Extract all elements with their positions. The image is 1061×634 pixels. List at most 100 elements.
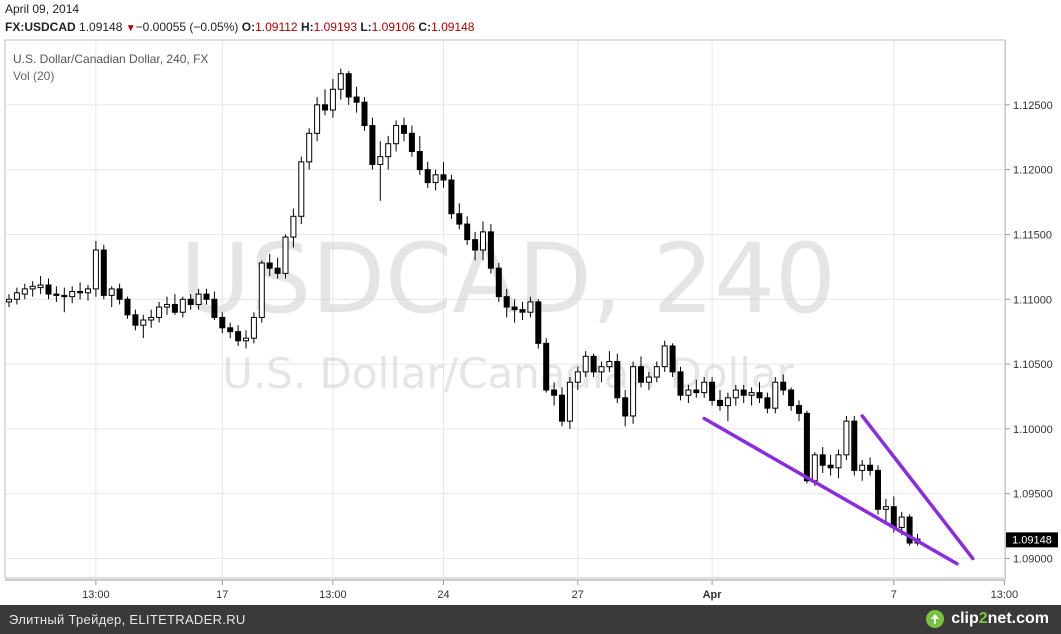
candle xyxy=(859,460,866,481)
candle xyxy=(701,377,708,398)
candle xyxy=(29,281,36,297)
candle xyxy=(322,89,328,116)
candle xyxy=(867,457,874,476)
quote-line: FX:USDCAD 1.09148 ▼−0.00055 (−0.05%) O:1… xyxy=(5,20,474,34)
candle xyxy=(306,128,313,170)
clip2net-brand[interactable]: clip2net.com xyxy=(925,609,1049,629)
candle xyxy=(472,231,479,261)
x-tick-label: 24 xyxy=(437,589,449,601)
candle xyxy=(219,312,226,333)
candle xyxy=(527,296,534,318)
support-line[interactable] xyxy=(702,416,959,566)
candle xyxy=(559,387,565,427)
high-label: H: xyxy=(300,20,314,34)
x-tick-label: 13:00 xyxy=(991,589,1019,601)
candle xyxy=(61,287,68,313)
candle xyxy=(92,240,99,297)
y-tick-label: 1.09000 xyxy=(1013,554,1053,566)
price-chart[interactable]: USDCAD, 240 U.S. Dollar/Canadian Dollar … xyxy=(0,0,1061,605)
candle xyxy=(187,294,194,310)
candle xyxy=(590,353,597,378)
candle xyxy=(282,234,289,279)
candle xyxy=(401,117,407,142)
candle xyxy=(503,288,510,318)
candle xyxy=(661,340,668,372)
candle xyxy=(171,294,178,315)
candle xyxy=(582,351,589,378)
candle xyxy=(819,447,826,473)
candles xyxy=(6,68,921,546)
last-price: 1.09148 xyxy=(79,20,123,34)
candle xyxy=(385,135,392,170)
volume-indicator-label[interactable]: Vol (20) xyxy=(13,69,54,83)
candle xyxy=(480,221,486,261)
candle xyxy=(851,415,858,476)
candle xyxy=(756,382,763,403)
candle xyxy=(148,309,155,328)
candle xyxy=(796,400,802,422)
y-tick-label: 1.12500 xyxy=(1013,100,1053,112)
low-value: 1.09106 xyxy=(371,20,416,34)
candle xyxy=(566,377,573,429)
candle xyxy=(495,262,502,302)
y-tick-label: 1.09500 xyxy=(1013,489,1053,501)
candle xyxy=(740,384,747,403)
candle xyxy=(748,387,755,406)
candle xyxy=(124,296,131,319)
x-tick-label: 17 xyxy=(216,589,228,601)
candle xyxy=(250,312,257,344)
candle xyxy=(195,288,202,310)
candle xyxy=(266,253,273,276)
candle xyxy=(6,294,12,308)
footer-bar: Элитный Трейдер, ELITETRADER.RU clip2net… xyxy=(0,605,1061,634)
close-label: C: xyxy=(418,20,432,34)
y-tick-label: 1.12000 xyxy=(1013,165,1053,177)
candle xyxy=(21,283,28,300)
trendlines[interactable] xyxy=(702,414,975,566)
grid xyxy=(5,40,1005,580)
open-value: 1.09112 xyxy=(255,20,298,34)
candle xyxy=(827,454,834,476)
candle xyxy=(69,286,76,304)
x-tick-label: 7 xyxy=(891,589,897,601)
candle xyxy=(235,325,242,346)
candle xyxy=(788,387,795,411)
candle xyxy=(519,301,526,321)
candle xyxy=(843,415,850,461)
candle xyxy=(803,410,810,484)
candle xyxy=(669,343,676,378)
resistance-line[interactable] xyxy=(860,414,975,561)
candle xyxy=(724,392,731,422)
y-tick-label: 1.11500 xyxy=(1013,229,1052,241)
candle xyxy=(369,117,376,170)
candle xyxy=(732,384,739,406)
symbol[interactable]: FX:USDCAD xyxy=(5,20,76,34)
candle xyxy=(653,361,660,383)
y-tick-label: 1.10500 xyxy=(1013,359,1053,371)
chart-title: U.S. Dollar/Canadian Dollar, 240, FX xyxy=(13,52,208,66)
candle xyxy=(361,97,368,131)
candle xyxy=(574,366,581,391)
candle xyxy=(432,169,439,191)
price-axis[interactable]: 1.12500 1.12000 1.11500 1.11000 1.10500 1.100… xyxy=(1005,100,1053,566)
footer-source: Элитный Трейдер, ELITETRADER.RU xyxy=(9,612,246,627)
candle xyxy=(456,203,463,230)
candle xyxy=(108,286,115,308)
candle xyxy=(179,296,186,318)
candle xyxy=(598,361,605,383)
candle xyxy=(13,287,20,305)
candle xyxy=(424,161,431,188)
x-tick-label: 13:00 xyxy=(319,589,347,601)
candle xyxy=(685,384,692,403)
candle xyxy=(709,377,716,406)
candle xyxy=(464,216,471,245)
candle xyxy=(227,322,234,339)
candle xyxy=(258,260,265,323)
candle xyxy=(638,356,644,388)
candle xyxy=(511,299,518,323)
candle xyxy=(53,286,60,302)
candle xyxy=(45,278,52,300)
candle xyxy=(100,244,107,300)
x-tick-label: Apr xyxy=(703,589,723,601)
